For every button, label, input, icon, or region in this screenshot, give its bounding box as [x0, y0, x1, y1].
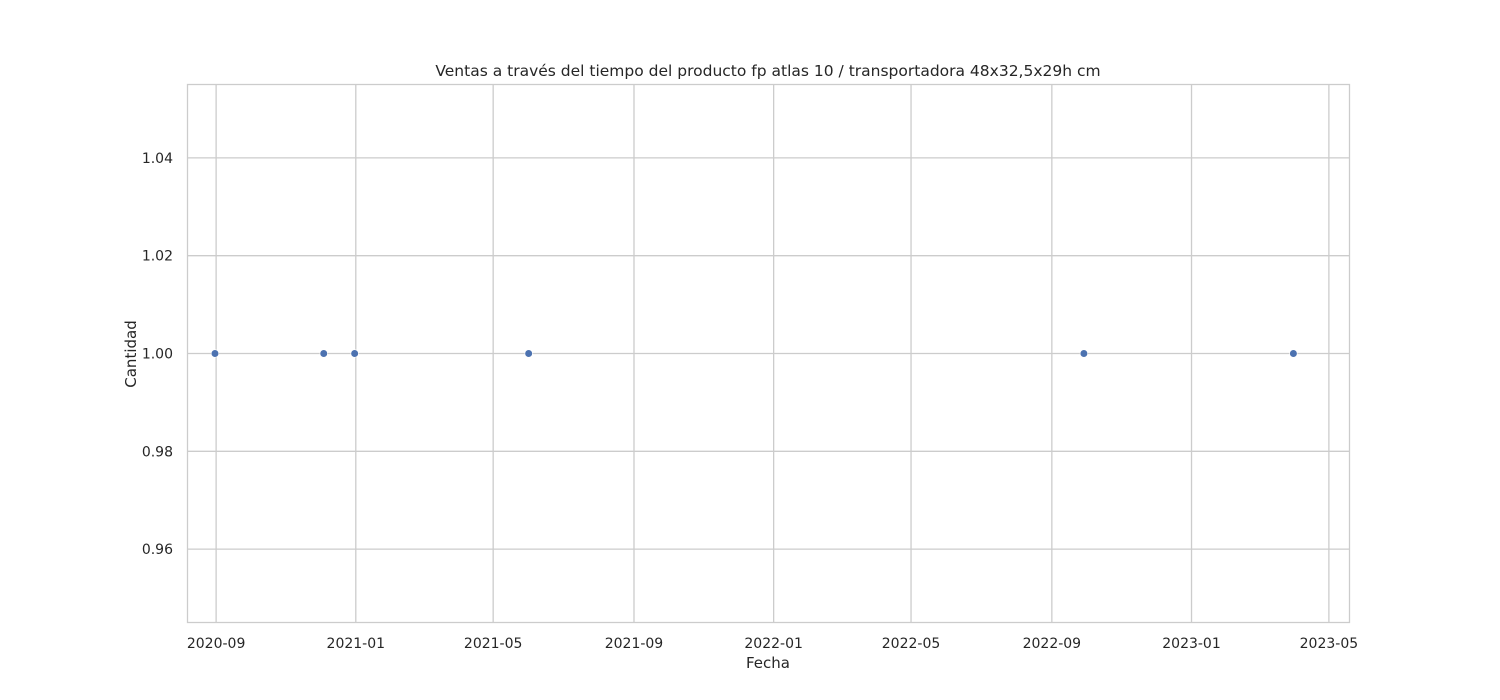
y-tick-labels: 0.96 0.98 1.00 1.02 1.04 — [142, 151, 173, 558]
data-point — [1289, 349, 1298, 358]
data-point — [210, 349, 220, 358]
grid — [187, 84, 1350, 623]
plot-frame — [186, 83, 1351, 624]
y-tick-label: 0.96 — [142, 542, 173, 558]
y-tick-label: 1.00 — [142, 347, 173, 363]
x-tick-label: 2020-09 — [187, 636, 246, 652]
x-tick-label: 2021-05 — [464, 636, 523, 652]
data-point — [524, 349, 533, 358]
x-tick-label: 2021-01 — [327, 636, 386, 652]
x-tick-labels: 2020-09 2021-01 2021-05 2021-09 2022-01 2022-… — [187, 636, 1358, 652]
data-point — [1079, 349, 1088, 358]
x-tick-label: 2022-01 — [744, 636, 803, 652]
y-tick-label: 1.04 — [142, 151, 173, 167]
x-axis-label: Fecha — [746, 654, 790, 672]
x-tick-label: 2022-09 — [1023, 636, 1082, 652]
data-point — [319, 349, 328, 358]
chart-title: Ventas a través del tiempo del producto … — [435, 62, 1100, 80]
y-axis-label: Cantidad — [122, 320, 140, 387]
y-tick-label: 0.98 — [142, 444, 173, 460]
x-tick-label: 2021-09 — [605, 636, 664, 652]
data-points — [210, 349, 1298, 358]
data-point — [350, 349, 359, 358]
x-tick-label: 2023-05 — [1300, 636, 1359, 652]
y-tick-label: 1.02 — [142, 249, 173, 265]
x-tick-label: 2023-01 — [1162, 636, 1221, 652]
x-tick-label: 2022-05 — [882, 636, 941, 652]
